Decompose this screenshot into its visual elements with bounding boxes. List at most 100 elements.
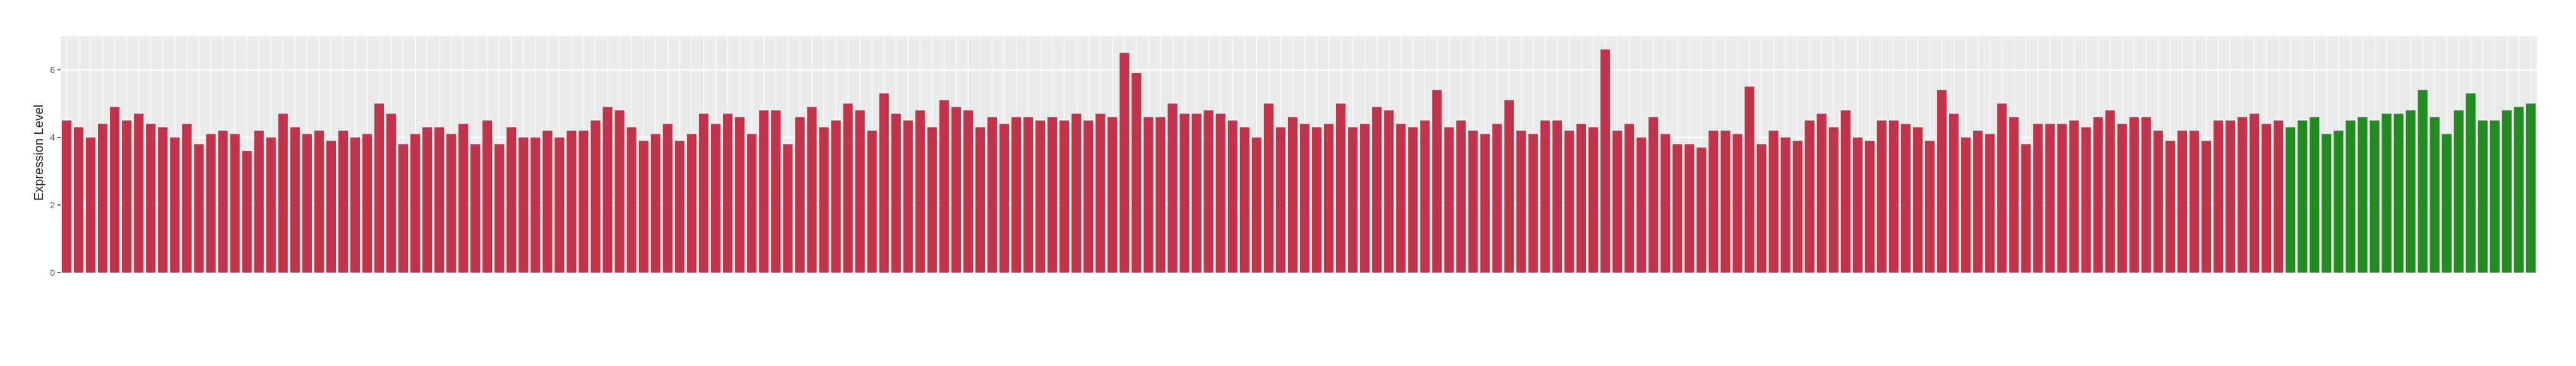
bar [1432, 90, 1442, 273]
bar [2310, 117, 2320, 273]
bar [1456, 120, 1466, 273]
bar [1696, 147, 1707, 273]
bar [1468, 131, 1478, 273]
bar [1131, 73, 1142, 273]
bar [1804, 120, 1815, 273]
y-axis-label: Expression Level [32, 105, 46, 201]
bar [2105, 110, 2115, 273]
bar [230, 134, 240, 273]
bar [819, 127, 829, 273]
bar [194, 144, 204, 273]
bar [2153, 131, 2163, 273]
bar [1444, 127, 1454, 273]
bar [2501, 110, 2512, 273]
bar [2069, 120, 2079, 273]
bar [2045, 124, 2055, 273]
bar [1600, 49, 1611, 273]
bar [1336, 103, 1346, 273]
bar [1323, 124, 1334, 273]
bar [1396, 124, 1406, 273]
bar [2478, 120, 2488, 273]
bar [951, 107, 962, 273]
bar [1215, 114, 1225, 273]
bar [398, 144, 408, 273]
bar [1852, 137, 1863, 273]
bar [698, 114, 709, 273]
bar [218, 131, 228, 273]
bar [1576, 124, 1587, 273]
bar [2442, 134, 2452, 273]
bar [1888, 120, 1899, 273]
bar [1504, 100, 1514, 273]
bar [2057, 124, 2067, 273]
bar [410, 134, 420, 273]
bar [1155, 117, 1166, 273]
bar [1636, 137, 1647, 273]
bar [759, 110, 769, 273]
bar [2490, 120, 2500, 273]
bar [482, 120, 492, 273]
bar [1299, 124, 1310, 273]
bar [1227, 120, 1237, 273]
bar [2418, 90, 2428, 273]
bar [1047, 117, 1058, 273]
bar [374, 103, 385, 273]
bar [2189, 131, 2200, 273]
bar [650, 134, 661, 273]
bar [2177, 131, 2187, 273]
bar [2370, 120, 2380, 273]
bar [1612, 131, 1623, 273]
bar [1708, 131, 1719, 273]
bar [626, 127, 636, 273]
bar [1119, 52, 1130, 273]
bar [1179, 114, 1190, 273]
bar [1083, 120, 1094, 273]
bar [1936, 90, 1947, 273]
bar [1203, 110, 1213, 273]
bar [446, 134, 456, 273]
bar [1420, 120, 1430, 273]
bar [1564, 131, 1574, 273]
bar [963, 110, 974, 273]
bar [1516, 131, 1526, 273]
bar [602, 107, 612, 273]
bar [1360, 124, 1370, 273]
bar [518, 137, 528, 273]
bar [1384, 110, 1394, 273]
bar [2394, 114, 2404, 273]
bar [206, 134, 216, 273]
bar [1372, 107, 1382, 273]
bar [278, 114, 288, 273]
bar [1095, 114, 1106, 273]
bar [2225, 120, 2236, 273]
bar [134, 114, 144, 273]
bar [1528, 134, 1538, 273]
bar [867, 131, 877, 273]
bar [1792, 141, 1803, 273]
bar [110, 107, 120, 273]
bar [61, 120, 72, 273]
bar [1961, 137, 1971, 273]
bar [2346, 120, 2356, 273]
bar [2081, 127, 2091, 273]
bar [2466, 93, 2476, 273]
y-tick-label: 0 [50, 268, 55, 278]
bar [182, 124, 192, 273]
bar [2298, 120, 2308, 273]
bar [98, 124, 108, 273]
bar [1480, 134, 1490, 273]
bar [146, 124, 156, 273]
bar [566, 131, 576, 273]
bar [1816, 114, 1827, 273]
bar [554, 137, 564, 273]
bar [578, 131, 588, 273]
bar [1023, 117, 1034, 273]
bar [2009, 117, 2019, 273]
bar [855, 110, 865, 273]
bar [1864, 141, 1875, 273]
bar [1924, 141, 1935, 273]
bar [1900, 124, 1911, 273]
bar [2093, 117, 2103, 273]
bar [2237, 117, 2248, 273]
bar [1540, 120, 1550, 273]
